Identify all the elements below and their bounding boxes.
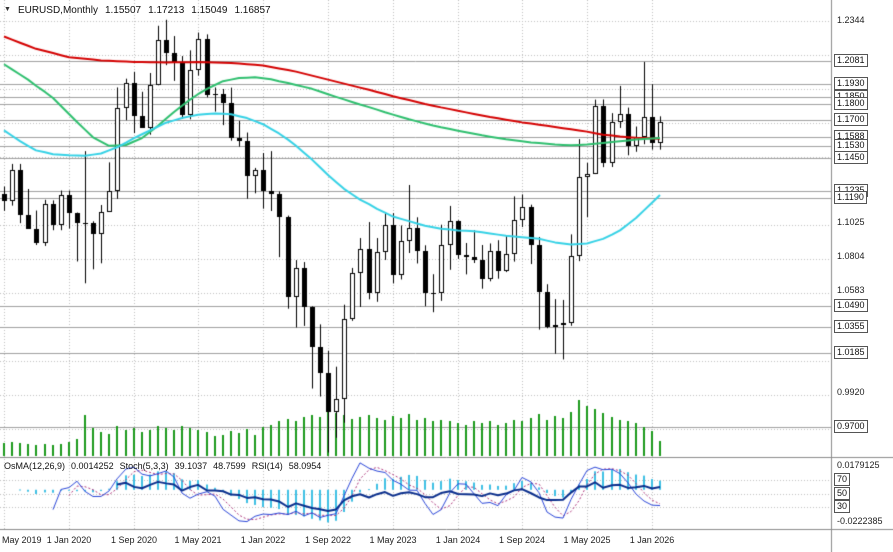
price-tick-label: 1.0583 xyxy=(837,285,865,295)
open-value: 1.15507 xyxy=(104,4,142,16)
stoch-main-value: 39.1037 xyxy=(174,460,208,471)
price-level-label: 1.1800 xyxy=(834,97,868,110)
stoch-signal-value: 48.7599 xyxy=(213,460,246,471)
time-axis-label: May 2019 xyxy=(2,535,42,545)
indicator-level-label: 50 xyxy=(834,487,851,500)
price-level-label: 1.1450 xyxy=(834,151,868,164)
time-axis-label: 1 May 2023 xyxy=(369,535,417,545)
price-level-label: 1.0490 xyxy=(834,299,868,312)
time-axis-label: 1 Sep 2020 xyxy=(110,535,158,545)
close-value: 1.16857 xyxy=(234,4,271,16)
time-axis-label: 1 May 2025 xyxy=(563,535,611,545)
time-axis-label: 1 Jan 2024 xyxy=(435,535,481,545)
rsi-value: 58.0954 xyxy=(288,460,322,471)
low-value: 1.15049 xyxy=(191,4,228,16)
price-level-label: 1.1700 xyxy=(834,113,868,126)
osma-label[interactable]: OsMA(12,26,9) xyxy=(4,460,66,471)
price-level-label: 1.0355 xyxy=(834,320,868,333)
time-axis-label: 1 Jan 2020 xyxy=(46,535,92,545)
price-tick-label: 1.2344 xyxy=(837,15,865,25)
chart-ohlc-header: ▼ EURUSD,Monthly 1.15507 1.17213 1.15049… xyxy=(4,4,271,16)
time-axis-label: 1 Sep 2024 xyxy=(498,535,546,545)
price-level-label: 1.2081 xyxy=(834,54,868,67)
high-value: 1.17213 xyxy=(148,4,185,16)
indicator-header: OsMA(12,26,9) 0.0014252 Stoch(5,3,3) 39.… xyxy=(4,460,321,471)
price-level-label: 0.9700 xyxy=(834,420,868,433)
price-level-label: 1.0185 xyxy=(834,346,868,359)
price-level-label: 1.1190 xyxy=(834,191,867,204)
indicator-level-label: 70 xyxy=(834,473,851,486)
rsi-label[interactable]: RSI(14) xyxy=(251,460,283,471)
price-axis[interactable]: 1.2344 1.1025 1.0804 1.0583 0.9920 1.2081 1.19… xyxy=(832,0,893,552)
time-axis-label: 1 Jan 2026 xyxy=(629,535,675,545)
time-axis[interactable]: May 2019 1 Jan 2020 1 Sep 2020 1 May 2021 1 … xyxy=(0,530,831,552)
osma-value: 0.0014252 xyxy=(71,460,114,471)
indicator-scale-min-label: -0.0222385 xyxy=(837,516,883,526)
symbol-period-label: EURUSD,Monthly xyxy=(17,4,98,16)
indicator-level-label: 30 xyxy=(834,500,851,513)
price-tick-label: 1.0804 xyxy=(837,251,865,261)
price-level-label: 1.1930 xyxy=(834,77,868,90)
indicator-scale-max-label: 0.0179125 xyxy=(837,460,880,470)
price-tick-label: 0.9920 xyxy=(837,387,865,397)
price-tick-label: 1.1025 xyxy=(837,217,865,227)
stoch-label[interactable]: Stoch(5,3,3) xyxy=(119,460,169,471)
time-axis-label: 1 May 2021 xyxy=(174,535,222,545)
time-axis-label: 1 Jan 2022 xyxy=(240,535,286,545)
chart-expand-icon[interactable]: ▼ xyxy=(4,6,11,13)
time-axis-label: 1 Sep 2022 xyxy=(304,535,352,545)
